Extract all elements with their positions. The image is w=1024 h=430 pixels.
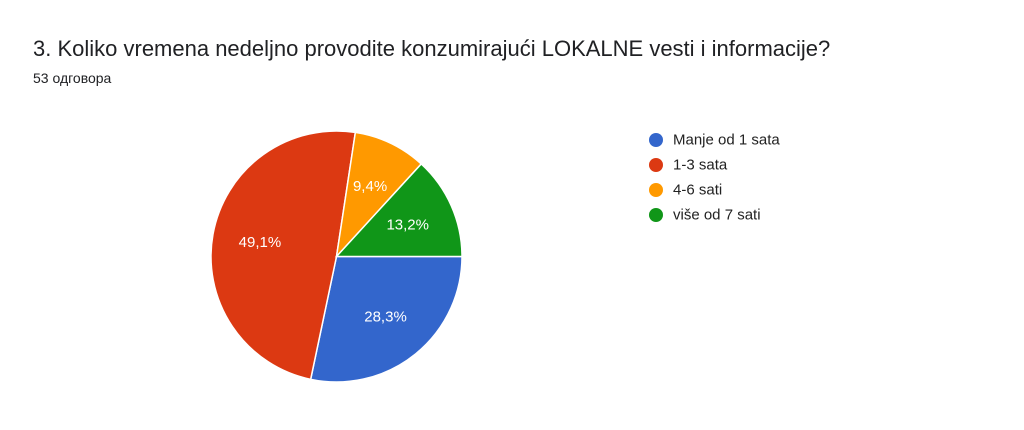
- legend-label-2: 1-3 sata: [673, 157, 728, 174]
- pie-labels: 28,3% 49,1% 9,4% 13,2%: [239, 178, 429, 326]
- pie-slices: [210, 130, 463, 383]
- legend-swatch-1: [649, 133, 663, 147]
- legend-label-4: više od 7 sati: [673, 207, 761, 224]
- slice-label-1: 28,3%: [364, 308, 407, 325]
- slice-label-2: 49,1%: [239, 234, 282, 251]
- legend-swatch-2: [649, 158, 663, 172]
- chart-legend: Manje od 1 sata 1-3 sata 4-6 sati više od 7…: [649, 132, 780, 224]
- legend-swatch-4: [649, 208, 663, 222]
- legend-swatch-3: [649, 183, 663, 197]
- response-count: 53 одговора: [33, 70, 112, 86]
- pie-slice-4: [334, 162, 463, 258]
- pie-slice-2: [210, 130, 357, 381]
- question-title: 3. Koliko vremena nedeljno provodite kon…: [33, 36, 831, 61]
- pie-slice-1: [309, 255, 463, 383]
- slice-label-4: 13,2%: [386, 217, 429, 234]
- legend-label-3: 4-6 sati: [673, 182, 722, 199]
- legend-label-1: Manje od 1 sata: [673, 132, 780, 149]
- slice-label-3: 9,4%: [353, 178, 387, 195]
